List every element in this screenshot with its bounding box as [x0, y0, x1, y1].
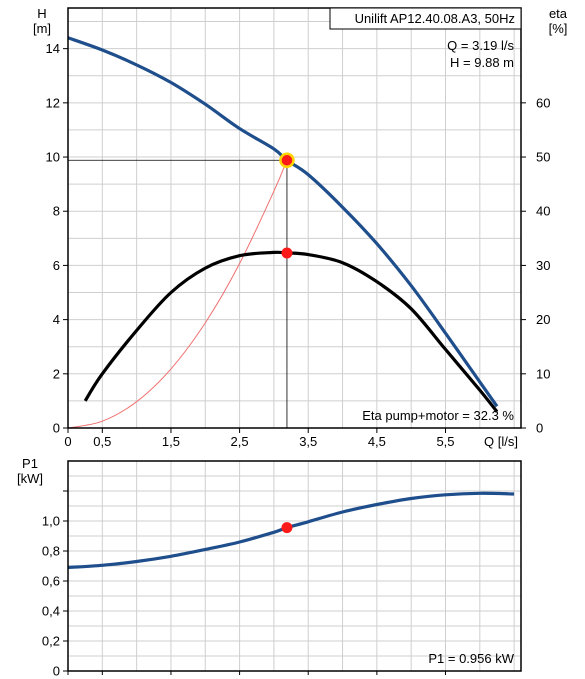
- head-tick-label: 4: [53, 312, 60, 327]
- head-chart-grid: [68, 8, 521, 428]
- pump-model-title: Unilift AP12.40.08.A3, 50Hz: [355, 11, 515, 26]
- eta-tick-label: 40: [536, 204, 550, 219]
- flow-tick-label: 5,5: [436, 434, 454, 449]
- eta-axis-unit: [%]: [549, 21, 568, 36]
- model-info-box: Unilift AP12.40.08.A3, 50Hz: [329, 7, 522, 30]
- eta-tick-label: 10: [536, 366, 550, 381]
- power-tick-label: 1,0: [42, 514, 60, 529]
- head-tick-label: 10: [46, 150, 60, 165]
- power-point-marker: [281, 522, 293, 534]
- head-readout: H = 9.88 m: [450, 55, 514, 70]
- head-eta-chart: 0 0,5 1,5 2,5 3,5 4,5 5,5 0 2 4 6 8 10 12 14 0 10 20 30 40 5…: [33, 6, 568, 449]
- power-tick-label: 0,4: [42, 604, 60, 619]
- power-tick-label: 0,2: [42, 634, 60, 649]
- head-tick-label: 8: [53, 204, 60, 219]
- eta-tick-label: 20: [536, 312, 550, 327]
- power-axis-unit: [kW]: [17, 471, 43, 486]
- head-tick-label: 2: [53, 366, 60, 381]
- eta-tick-label: 30: [536, 258, 550, 273]
- flow-tick-label: 1,5: [162, 434, 180, 449]
- eta-tick-label: 50: [536, 150, 550, 165]
- head-tick-label: 0: [53, 421, 60, 436]
- power-axis-label: P1: [22, 456, 38, 471]
- power-readout: P1 = 0.956 kW: [428, 651, 514, 666]
- eta-axis-label: eta: [549, 6, 568, 21]
- flow-readout: Q = 3.19 l/s: [447, 38, 514, 53]
- efficiency-readout: Eta pump+motor = 32.3 %: [362, 408, 514, 423]
- head-chart-series: [67, 36, 499, 429]
- power-tick-label: 0,8: [42, 544, 60, 559]
- head-chart-ticks: 0 0,5 1,5 2,5 3,5 4,5 5,5 0 2 4 6 8 10 12 14 0 10 20 30 40 5…: [46, 41, 551, 449]
- head-plot-area: [68, 8, 521, 428]
- head-tick-label: 12: [46, 95, 60, 110]
- flow-tick-label: 4,5: [368, 434, 386, 449]
- power-chart-ticks: 0 0,2 0,4 0,6 0,8 1,0: [42, 490, 446, 679]
- head-tick-label: 6: [53, 258, 60, 273]
- eta-tick-label: 60: [536, 95, 550, 110]
- model-title-frame: [329, 7, 522, 30]
- head-axis-label: H: [37, 6, 46, 21]
- efficiency-point-marker: [281, 247, 293, 259]
- head-chart-frame: [67, 7, 522, 429]
- flow-tick-label: 0,5: [93, 434, 111, 449]
- duty-point-marker: [279, 152, 295, 169]
- flow-tick-label: 2,5: [231, 434, 249, 449]
- flow-tick-label: 3,5: [299, 434, 317, 449]
- power-chart-series: [67, 491, 515, 570]
- flow-tick-label: 0: [64, 434, 71, 449]
- power-chart-frame: [67, 460, 522, 672]
- head-tick-label: 14: [46, 41, 60, 56]
- power-chart: 0 0,2 0,4 0,6 0,8 1,0 P1 [kW] P1 = 0.956 kW: [17, 456, 522, 679]
- head-axis-unit: [m]: [33, 21, 51, 36]
- flow-axis-label: Q [l/s]: [484, 434, 518, 449]
- system-curve-line: [67, 160, 288, 429]
- eta-tick-label: 0: [536, 421, 543, 436]
- power-tick-label: 0,6: [42, 574, 60, 589]
- power-tick-label: 0: [53, 664, 60, 679]
